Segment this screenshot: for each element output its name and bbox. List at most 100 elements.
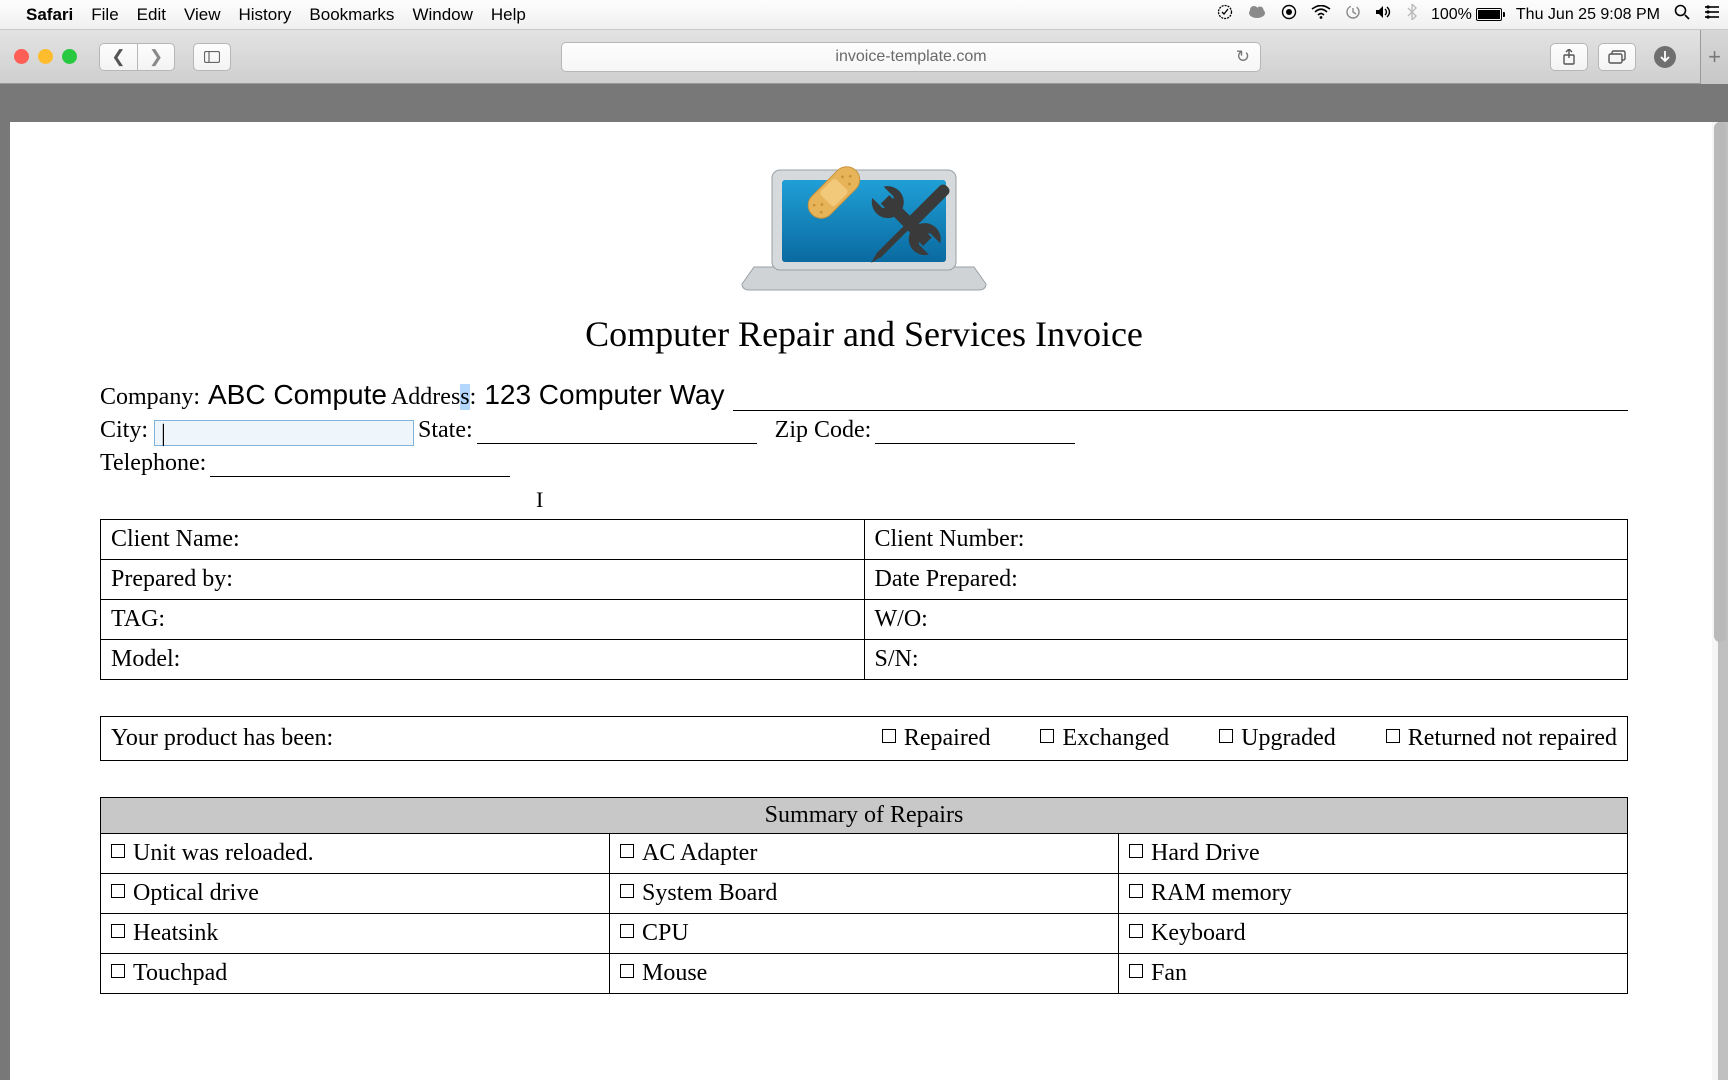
summary-cell[interactable]: Hard Drive — [1119, 834, 1628, 874]
new-tab-button[interactable]: + — [1700, 30, 1728, 84]
status-option-exchanged[interactable]: Exchanged — [1040, 725, 1169, 752]
checkbox-icon — [111, 924, 125, 938]
forward-button[interactable]: ❯ — [137, 43, 175, 71]
checkbox-icon — [620, 884, 634, 898]
summary-cell[interactable]: Heatsink — [101, 914, 610, 954]
summary-cell[interactable]: RAM memory — [1119, 874, 1628, 914]
zip-underline[interactable] — [875, 420, 1075, 444]
summary-cell[interactable]: Keyboard — [1119, 914, 1628, 954]
telephone-underline[interactable] — [210, 453, 510, 477]
menu-bookmarks[interactable]: Bookmarks — [309, 5, 394, 25]
reload-button[interactable]: ↻ — [1236, 47, 1250, 67]
wo-cell[interactable]: W/O: — [864, 600, 1628, 640]
battery-percent: 100% — [1431, 6, 1472, 24]
status-option-returned[interactable]: Returned not repaired — [1386, 725, 1617, 752]
table-row: Heatsink CPU Keyboard — [101, 914, 1628, 954]
summary-table: Summary of Repairs Unit was reloaded. AC… — [100, 797, 1628, 994]
address-value[interactable]: 123 Computer Way — [476, 379, 728, 411]
page-content[interactable]: Computer Repair and Services Invoice Com… — [10, 122, 1718, 1080]
status-question: Your product has been: — [111, 725, 333, 752]
browser-viewport: Computer Repair and Services Invoice Com… — [0, 84, 1728, 1080]
summary-cell[interactable]: CPU — [610, 914, 1119, 954]
zoom-window-button[interactable] — [62, 49, 77, 64]
summary-cell[interactable]: AC Adapter — [610, 834, 1119, 874]
table-row: Unit was reloaded. AC Adapter Hard Drive — [101, 834, 1628, 874]
status-option-repaired[interactable]: Repaired — [882, 725, 991, 752]
scrollbar[interactable] — [1712, 122, 1728, 1080]
cloud-status-icon[interactable] — [1247, 5, 1267, 24]
model-cell[interactable]: Model: — [101, 640, 865, 680]
telephone-label: Telephone: — [100, 450, 206, 477]
text-cursor-icon: I — [536, 487, 1628, 513]
client-info-table: Client Name: Client Number: Prepared by:… — [100, 519, 1628, 680]
scrollbar-thumb[interactable] — [1714, 122, 1726, 642]
summary-cell[interactable]: Touchpad — [101, 954, 610, 994]
checkbox-icon — [1129, 924, 1143, 938]
spotlight-icon[interactable] — [1674, 4, 1690, 25]
checkbox-icon — [1129, 964, 1143, 978]
summary-cell[interactable]: Fan — [1119, 954, 1628, 994]
table-row: Client Name: Client Number: — [101, 520, 1628, 560]
address-underline — [733, 387, 1629, 411]
wifi-icon[interactable] — [1311, 5, 1331, 24]
client-number-cell[interactable]: Client Number: — [864, 520, 1628, 560]
timemachine-icon[interactable] — [1345, 4, 1361, 25]
show-tabs-button[interactable] — [1598, 43, 1636, 71]
clock[interactable]: Thu Jun 25 9:08 PM — [1516, 6, 1660, 24]
battery-status[interactable]: 100% — [1431, 6, 1502, 24]
bluetooth-icon[interactable] — [1407, 4, 1417, 25]
summary-cell[interactable]: System Board — [610, 874, 1119, 914]
table-row: TAG: W/O: — [101, 600, 1628, 640]
close-window-button[interactable] — [14, 49, 29, 64]
table-row: Model: S/N: — [101, 640, 1628, 680]
table-row: Touchpad Mouse Fan — [101, 954, 1628, 994]
minimize-window-button[interactable] — [38, 49, 53, 64]
company-value[interactable]: ABC Compute — [200, 379, 391, 411]
downloads-icon — [1654, 46, 1676, 68]
menu-view[interactable]: View — [184, 5, 221, 25]
volume-icon[interactable] — [1375, 5, 1393, 24]
battery-icon — [1476, 8, 1502, 21]
page-title: Computer Repair and Services Invoice — [100, 313, 1628, 355]
screen-record-icon[interactable] — [1281, 4, 1297, 25]
summary-cell[interactable]: Unit was reloaded. — [101, 834, 610, 874]
state-label: State: — [418, 417, 473, 444]
zip-label: Zip Code: — [775, 417, 872, 444]
todoist-menubar-icon[interactable] — [1217, 4, 1233, 25]
url-text: invoice-template.com — [835, 48, 986, 66]
prepared-by-cell[interactable]: Prepared by: — [101, 560, 865, 600]
downloads-button[interactable] — [1646, 43, 1684, 71]
summary-cell[interactable]: Mouse — [610, 954, 1119, 994]
back-button[interactable]: ❮ — [99, 43, 137, 71]
menu-history[interactable]: History — [239, 5, 292, 25]
product-status-box: Your product has been: Repaired Exchange… — [100, 716, 1628, 761]
checkbox-icon — [620, 964, 634, 978]
repair-logo-icon — [734, 152, 994, 292]
state-underline[interactable] — [477, 420, 757, 444]
notification-center-icon[interactable] — [1704, 5, 1720, 24]
date-prepared-cell[interactable]: Date Prepared: — [864, 560, 1628, 600]
checkbox-icon — [111, 884, 125, 898]
status-option-upgraded[interactable]: Upgraded — [1219, 725, 1336, 752]
table-row: Prepared by: Date Prepared: — [101, 560, 1628, 600]
share-button[interactable] — [1550, 43, 1588, 71]
logo — [100, 152, 1628, 297]
checkbox-icon — [620, 844, 634, 858]
app-name[interactable]: Safari — [26, 5, 73, 25]
checkbox-icon — [1129, 844, 1143, 858]
window-controls — [14, 49, 77, 64]
checkbox-icon — [1040, 729, 1054, 743]
tag-cell[interactable]: TAG: — [101, 600, 865, 640]
menu-help[interactable]: Help — [491, 5, 526, 25]
menu-file[interactable]: File — [91, 5, 118, 25]
checkbox-icon — [1386, 729, 1400, 743]
menu-window[interactable]: Window — [412, 5, 472, 25]
checkbox-icon — [111, 964, 125, 978]
menu-edit[interactable]: Edit — [137, 5, 166, 25]
summary-cell[interactable]: Optical drive — [101, 874, 610, 914]
client-name-cell[interactable]: Client Name: — [101, 520, 865, 560]
city-input[interactable]: | — [154, 420, 414, 446]
sn-cell[interactable]: S/N: — [864, 640, 1628, 680]
sidebar-toggle-button[interactable] — [193, 43, 231, 71]
address-bar[interactable]: invoice-template.com ↻ — [561, 42, 1261, 72]
